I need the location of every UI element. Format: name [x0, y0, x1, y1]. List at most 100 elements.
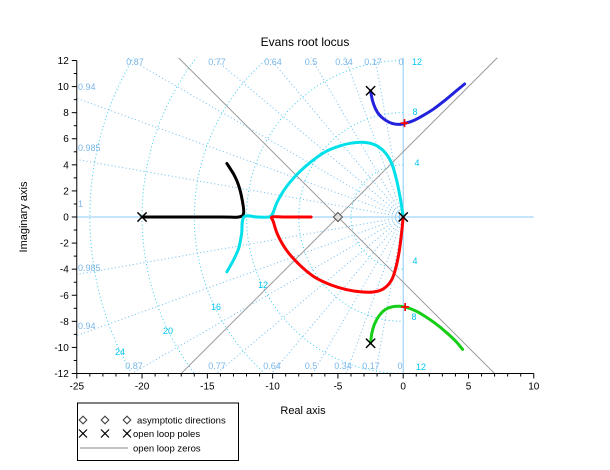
- y-tick-label: 12: [58, 56, 70, 67]
- natural-frequency-circle: [141, 57, 198, 375]
- damping-ratio-label: 0.77: [208, 57, 226, 67]
- branch-real-axis-left: [140, 162, 246, 219]
- y-tick-label: -12: [54, 369, 69, 380]
- pole-x-stroke: [398, 211, 409, 223]
- y-tick-label: 10: [58, 82, 70, 93]
- x-tick-label: -15: [200, 382, 215, 393]
- damping-ratio-label: 0.5: [305, 57, 318, 67]
- x-tick-label: -25: [70, 382, 85, 393]
- damping-ratio-label: 0.985: [78, 263, 101, 273]
- legend-diamond-icon: [122, 415, 132, 425]
- sgrid-group: [76, 57, 534, 375]
- damping-ratio-label: 0: [398, 57, 403, 67]
- branch-upper-complex: [369, 82, 467, 126]
- damping-ray: [125, 57, 404, 218]
- x-tick-label: 10: [528, 382, 540, 393]
- pole-x-stroke: [365, 85, 376, 96]
- damping-ratio-label: 0: [397, 361, 402, 371]
- y-tick-label: 8: [63, 108, 69, 119]
- legend-x-icon: [100, 429, 110, 438]
- damping-ray: [215, 216, 404, 375]
- natural-frequency-label: 12: [258, 280, 268, 290]
- pole-x-stroke: [365, 338, 376, 349]
- natural-frequency-label: 24: [115, 347, 125, 357]
- pole-x-stroke: [136, 211, 148, 223]
- open-loop-pole-marker: [365, 85, 376, 96]
- y-tick-label: 4: [63, 160, 69, 171]
- open-loop-pole-marker: [136, 211, 148, 223]
- damping-ray: [212, 57, 404, 218]
- damping-ray: [345, 216, 404, 375]
- legend-label: open loop zeros: [133, 444, 201, 455]
- damping-ratio-label: 0.5: [305, 361, 318, 371]
- damping-ray: [374, 216, 404, 375]
- damping-ray: [374, 57, 404, 218]
- open-loop-pole-marker: [365, 338, 376, 349]
- asymptote-center-diamond-marker: [332, 211, 344, 223]
- legend-x-icon: [122, 429, 132, 438]
- natural-frequency-label: 12: [412, 57, 422, 67]
- damping-ratio-label: 0.34: [334, 361, 352, 371]
- y-tick-label: -8: [60, 317, 69, 328]
- damping-ratio-label: 0.17: [362, 361, 380, 371]
- legend-x-icon: [78, 429, 88, 438]
- damping-ray: [129, 216, 404, 375]
- damping-ratio-label: 0.94: [78, 82, 96, 92]
- damping-ratio-label: 0.87: [126, 57, 144, 67]
- axis-crossing-plus-marker: [400, 119, 409, 128]
- damping-ratio-label: 1: [78, 199, 83, 209]
- damping-ratio-label: 0.985: [78, 143, 101, 153]
- x-tick-label: -5: [333, 382, 342, 393]
- legend-x-stroke: [78, 429, 88, 438]
- natural-frequency-label: 20: [163, 326, 173, 336]
- damping-ratio-label: 0.64: [264, 57, 282, 67]
- y-tick-label: -2: [60, 239, 69, 250]
- natural-frequency-label: 4: [412, 256, 417, 266]
- damping-ratio-label: 0.17: [364, 57, 382, 67]
- y-tick-label: -10: [54, 343, 69, 354]
- axis-crossing-plus-marker: [401, 302, 410, 311]
- damping-ray: [268, 57, 404, 218]
- axes-group: [71, 59, 535, 379]
- legend-x-stroke: [100, 429, 110, 438]
- x-axis-label: Real axis: [280, 405, 326, 417]
- y-tick-label: 6: [63, 134, 69, 145]
- x-tick-label: -20: [135, 382, 150, 393]
- damping-ray: [270, 216, 404, 375]
- damping-ratio-label: 0.87: [125, 361, 143, 371]
- natural-frequency-label: 8: [411, 312, 416, 322]
- legend-label: open loop poles: [133, 429, 200, 440]
- x-tick-label: -10: [265, 382, 280, 393]
- legend-diamond-icon: [100, 415, 110, 425]
- damping-ray: [76, 159, 404, 218]
- plot-title: Evans root locus: [260, 35, 350, 49]
- y-tick-label: 2: [63, 186, 69, 197]
- natural-frequency-label: 16: [211, 302, 221, 312]
- damping-ratio-label: 0.34: [335, 57, 353, 67]
- natural-frequency-label: 4: [414, 158, 419, 168]
- y-tick-label: -6: [60, 291, 69, 302]
- x-tick-label: 0: [400, 382, 406, 393]
- damping-ray: [344, 57, 404, 218]
- open-loop-pole-marker: [398, 211, 409, 223]
- y-tick-label: 0: [63, 213, 69, 224]
- branch-upper-loop: [225, 140, 405, 274]
- branch-lower-loop: [269, 215, 405, 294]
- x-tick-label: 5: [466, 382, 472, 393]
- legend-diamond-icon: [78, 415, 88, 425]
- legend-label: asymptotic directions: [137, 416, 226, 427]
- damping-ratio-label: 0.64: [263, 361, 281, 371]
- y-tick-label: -4: [60, 265, 69, 276]
- y-axis-label: Imaginary axis: [18, 181, 30, 253]
- damping-ray: [76, 216, 404, 337]
- damping-ray: [76, 216, 404, 275]
- natural-frequency-label: 8: [412, 107, 417, 117]
- natural-frequency-label: 12: [416, 362, 426, 372]
- legend-box: [77, 402, 239, 461]
- damping-ratio-label: 0.94: [78, 321, 96, 331]
- damping-ratio-label: 0.77: [208, 361, 226, 371]
- damping-ray: [76, 97, 404, 218]
- legend-x-stroke: [122, 429, 132, 438]
